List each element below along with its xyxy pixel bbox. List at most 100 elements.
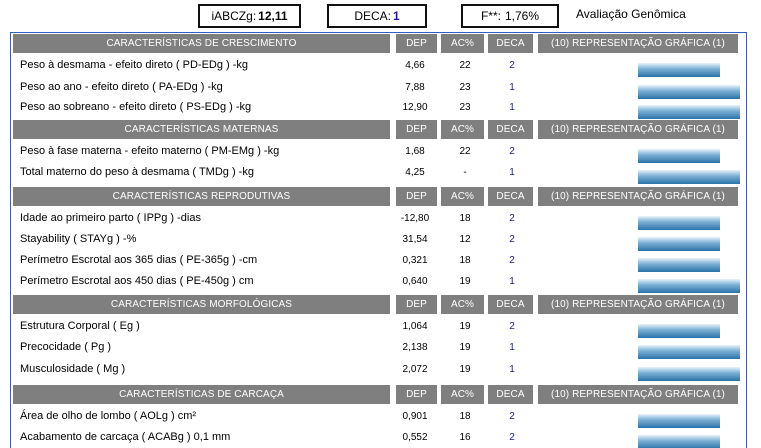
trait-label: Perímetro Escrotal aos 450 dias ( PE-450…: [20, 275, 254, 287]
accuracy-value: 18: [459, 213, 471, 224]
iabczg-box: iABCZg: 12,11: [198, 4, 301, 28]
accuracy-column-header: AC%: [441, 187, 484, 206]
trait-label: Peso à desmama - efeito direto ( PD-EDg …: [20, 59, 249, 71]
trait-row: Perímetro Escrotal aos 365 dias ( PE-365…: [20, 251, 740, 272]
accuracy-value: 12: [459, 234, 471, 245]
dep-value: 0,321: [402, 255, 428, 266]
accuracy-value: 18: [459, 411, 471, 422]
trait-label: Peso à fase materna - efeito materno ( P…: [20, 145, 280, 157]
trait-label: Peso ao sobreano - efeito direto ( PS-ED…: [20, 101, 252, 113]
section-title: CARACTERÍSTICAS REPRODUTIVAS: [13, 187, 390, 206]
deca-bar: [638, 258, 720, 272]
section-title: CARACTERÍSTICAS DE CARCAÇA: [13, 385, 390, 404]
trait-label: Acabamento de carcaça ( ACABg ) 0,1 mm: [20, 431, 231, 443]
section-title: CARACTERÍSTICAS MATERNAS: [13, 120, 390, 139]
deca-bar: [638, 414, 720, 428]
deca-bar: [638, 105, 740, 119]
section-title: CARACTERÍSTICAS MORFOLÓGICAS: [13, 295, 390, 314]
deca-value: 1: [509, 276, 515, 287]
graphic-column-header: (10) REPRESENTAÇÃO GRÁFICA (1): [538, 120, 738, 139]
accuracy-value: -: [463, 167, 467, 178]
deca-column-header: DECA: [488, 295, 533, 314]
dep-value: 1,68: [405, 146, 425, 157]
dep-value: 0,640: [402, 276, 428, 287]
deca-value: 2: [509, 146, 515, 157]
trait-label: Stayability ( STAYg ) -%: [20, 233, 137, 245]
dep-column-header: DEP: [396, 385, 437, 404]
deca-value: 2: [509, 255, 515, 266]
accuracy-value: 18: [459, 255, 471, 266]
accuracy-value: 23: [459, 102, 471, 113]
trait-label: Perímetro Escrotal aos 365 dias ( PE-365…: [20, 254, 258, 266]
deca-bar: [638, 367, 740, 381]
deca-bar: [638, 216, 720, 230]
trait-row: Estrutura Corporal ( Eg ) 1,064 19 2: [20, 317, 740, 338]
deca-bar: [638, 435, 720, 448]
accuracy-value: 19: [459, 321, 471, 332]
inbreeding-box: F**: 1,76%: [461, 4, 559, 28]
dep-value: 31,54: [402, 234, 428, 245]
accuracy-value: 19: [459, 276, 471, 287]
deca-column-header: DECA: [488, 385, 533, 404]
graphic-column-header: (10) REPRESENTAÇÃO GRÁFICA (1): [538, 385, 738, 404]
trait-label: Total materno do peso à desmama ( TMDg )…: [20, 166, 254, 178]
iabczg-value: 12,11: [258, 9, 288, 23]
page-title: Avaliação Genômica: [576, 7, 686, 21]
deca-value: 2: [509, 213, 515, 224]
accuracy-value: 19: [459, 364, 471, 375]
deca-box: DECA: 1: [327, 4, 427, 28]
deca-column-header: DECA: [488, 120, 533, 139]
dep-value: 1,064: [402, 321, 428, 332]
deca-value: 2: [509, 411, 515, 422]
trait-label: Idade ao primeiro parto ( IPPg ) -dias: [20, 212, 201, 224]
dep-value: 7,88: [405, 82, 425, 93]
iabczg-label: iABCZg:: [211, 9, 257, 23]
deca-value: 1: [509, 82, 515, 93]
trait-row: Peso à desmama - efeito direto ( PD-EDg …: [20, 56, 740, 77]
accuracy-value: 19: [459, 342, 471, 353]
deca-value: 2: [509, 321, 515, 332]
trait-label: Área de olho de lombo ( AOLg ) cm²: [20, 410, 197, 422]
dep-value: 0,552: [402, 432, 428, 443]
deca-bar: [638, 345, 740, 359]
inbreeding-label: F**:: [480, 9, 501, 23]
trait-row: Perímetro Escrotal aos 450 dias ( PE-450…: [20, 272, 740, 293]
trait-row: Total materno do peso à desmama ( TMDg )…: [20, 163, 740, 184]
deca-value: 2: [509, 432, 515, 443]
dep-value: -12,80: [400, 213, 430, 224]
dep-column-header: DEP: [396, 120, 437, 139]
trait-row: Acabamento de carcaça ( ACABg ) 0,1 mm 0,…: [20, 428, 740, 448]
trait-row: Precocidade ( Pg ) 2,138 19 1: [20, 338, 740, 359]
graphic-column-header: (10) REPRESENTAÇÃO GRÁFICA (1): [538, 187, 738, 206]
deca-value: 1: [509, 102, 515, 113]
dep-value: 4,66: [405, 60, 425, 71]
graphic-column-header: (10) REPRESENTAÇÃO GRÁFICA (1): [538, 295, 738, 314]
dep-value: 12,90: [402, 102, 428, 113]
dep-value: 2,072: [402, 364, 428, 375]
accuracy-value: 22: [459, 60, 471, 71]
evaluation-table: [10, 32, 747, 448]
dep-column-header: DEP: [396, 187, 437, 206]
deca-column-header: DECA: [488, 34, 533, 53]
accuracy-value: 23: [459, 82, 471, 93]
deca-bar: [638, 279, 740, 293]
trait-row: Stayability ( STAYg ) -% 31,54 12 2: [20, 230, 740, 251]
accuracy-value: 22: [459, 146, 471, 157]
dep-value: 4,25: [405, 167, 425, 178]
trait-label: Estrutura Corporal ( Eg ): [20, 320, 140, 332]
deca-value: 1: [509, 364, 515, 375]
deca-value: 2: [509, 234, 515, 245]
dep-column-header: DEP: [396, 34, 437, 53]
deca-bar: [638, 85, 740, 99]
trait-row: Musculosidade ( Mg ) 2,072 19 1: [20, 360, 740, 381]
deca-bar: [638, 237, 720, 251]
graphic-column-header: (10) REPRESENTAÇÃO GRÁFICA (1): [538, 34, 738, 53]
dep-column-header: DEP: [396, 295, 437, 314]
section-title: CARACTERÍSTICAS DE CRESCIMENTO: [13, 34, 390, 53]
accuracy-value: 16: [459, 432, 471, 443]
accuracy-column-header: AC%: [441, 385, 484, 404]
accuracy-column-header: AC%: [441, 120, 484, 139]
trait-row: Peso ao ano - efeito direto ( PA-EDg ) -…: [20, 78, 740, 99]
trait-row: Peso ao sobreano - efeito direto ( PS-ED…: [20, 98, 740, 119]
trait-label: Precocidade ( Pg ): [20, 341, 112, 353]
